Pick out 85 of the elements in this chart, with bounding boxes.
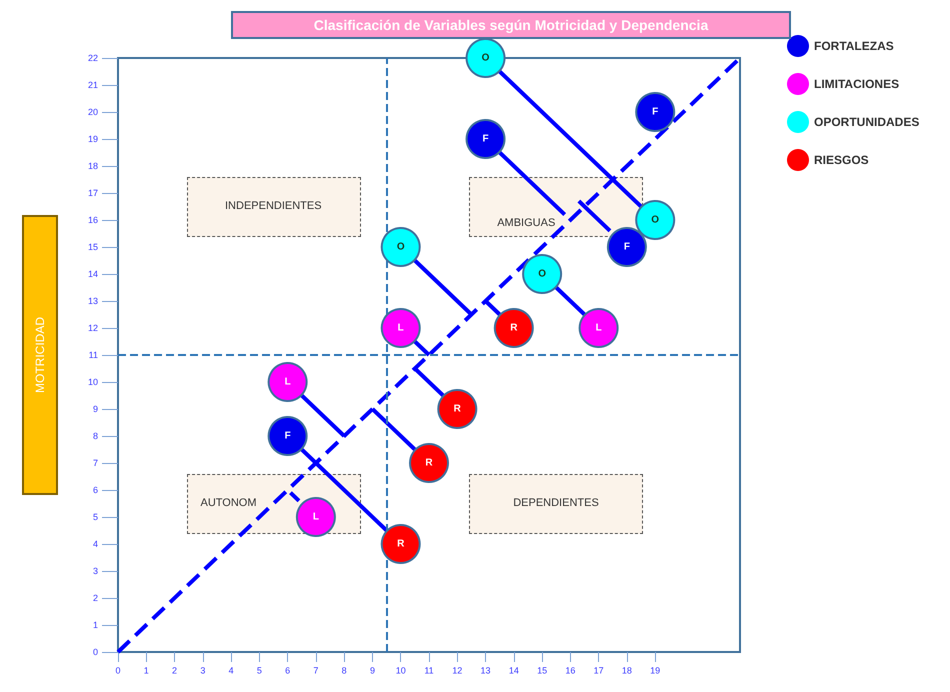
data-label: F — [624, 242, 630, 252]
legend-label: OPORTUNIDADES — [814, 115, 920, 129]
data-label: O — [538, 268, 546, 280]
y-tick-label: 17 — [88, 188, 98, 198]
annotation: DEPENDIENTES — [513, 496, 599, 510]
data-label: F — [482, 134, 489, 144]
y-tick-label: 10 — [88, 377, 98, 387]
y-tick-label: 7 — [92, 458, 98, 468]
x-tick-label: 1 — [144, 666, 149, 676]
x-tick-label: 3 — [200, 666, 206, 676]
x-tick-label: 12 — [452, 666, 462, 676]
point — [296, 497, 336, 537]
point — [494, 308, 534, 348]
data-label: O — [482, 52, 490, 64]
x-tick-label: 5 — [256, 666, 262, 676]
x-tick-label: 13 — [480, 666, 491, 676]
x-tick-label: 18 — [622, 666, 632, 676]
x-tick-label: 14 — [508, 666, 519, 676]
point — [268, 416, 308, 456]
point — [380, 227, 421, 267]
data-label: F — [284, 430, 291, 442]
point — [380, 524, 421, 564]
point — [522, 254, 562, 294]
y-tick-label: 18 — [88, 161, 98, 171]
y-tick-label: 11 — [88, 350, 98, 360]
y-tick-label: 19 — [88, 134, 98, 144]
data-label: R — [397, 538, 406, 550]
y-tick-label: 16 — [88, 215, 98, 225]
point — [268, 362, 308, 402]
data-label: L — [284, 376, 291, 388]
y-tick-label: 22 — [88, 53, 98, 63]
point — [635, 200, 676, 240]
x-tick-label: 0 — [115, 666, 121, 676]
point — [578, 308, 619, 348]
x-tick-label: 17 — [594, 666, 604, 676]
point — [437, 389, 478, 429]
point — [466, 119, 506, 159]
point — [466, 38, 506, 78]
y-tick-label: 9 — [92, 404, 98, 414]
point — [606, 227, 647, 267]
point — [635, 92, 676, 132]
legend-label: RIESGOS — [814, 153, 869, 167]
x-tick-label: 7 — [313, 666, 318, 676]
x-tick-label: 11 — [424, 666, 434, 676]
y-tick-label: 4 — [92, 539, 98, 549]
y-tick-label: 12 — [88, 323, 98, 333]
y-tick-label: 8 — [92, 431, 98, 441]
legend-label: FORTALEZAS — [814, 39, 894, 53]
annotation: AUTONOM — [200, 496, 257, 510]
y-tick-label: 3 — [92, 566, 98, 576]
chart-title: Clasificación de Variables según Motricidad y Dependencia — [314, 17, 708, 33]
y-tick-label: 2 — [92, 593, 98, 603]
point — [380, 308, 421, 348]
y-tick-label: 15 — [88, 242, 98, 252]
annotation: INDEPENDIENTES — [225, 200, 322, 212]
x-tick-label: 16 — [565, 666, 576, 676]
y-tick-label: 0 — [92, 647, 98, 657]
y-tick-label: 6 — [92, 485, 98, 495]
data-label: R — [454, 404, 462, 414]
annotation: AMBIGUAS — [497, 216, 556, 230]
y-tick-label: 13 — [88, 296, 98, 306]
x-tick-label: 19 — [650, 666, 660, 676]
x-tick-label: 9 — [370, 666, 375, 676]
x-tick-label: 10 — [396, 666, 406, 676]
x-tick-label: 6 — [285, 666, 290, 676]
legend-label: LIMITACIONES — [814, 77, 900, 91]
data-label: O — [396, 242, 405, 252]
y-axis-title: MOTRICIDAD — [33, 316, 47, 393]
data-label: F — [652, 106, 658, 118]
point — [409, 443, 449, 483]
y-tick-label: 5 — [92, 512, 98, 522]
y-tick-label: 21 — [88, 80, 98, 90]
data-label: L — [596, 322, 602, 334]
x-tick-label: 2 — [172, 666, 178, 676]
data-label: L — [312, 512, 319, 522]
x-tick-label: 8 — [342, 666, 347, 676]
data-label: O — [651, 214, 660, 226]
x-tick-label: 4 — [228, 666, 234, 676]
data-label: R — [425, 458, 434, 468]
y-tick-label: 20 — [88, 107, 98, 117]
data-label: L — [398, 322, 404, 334]
y-tick-label: 14 — [88, 269, 98, 279]
y-tick-label: 1 — [92, 620, 98, 630]
x-tick-label: 15 — [537, 666, 548, 676]
data-label: R — [510, 322, 518, 334]
